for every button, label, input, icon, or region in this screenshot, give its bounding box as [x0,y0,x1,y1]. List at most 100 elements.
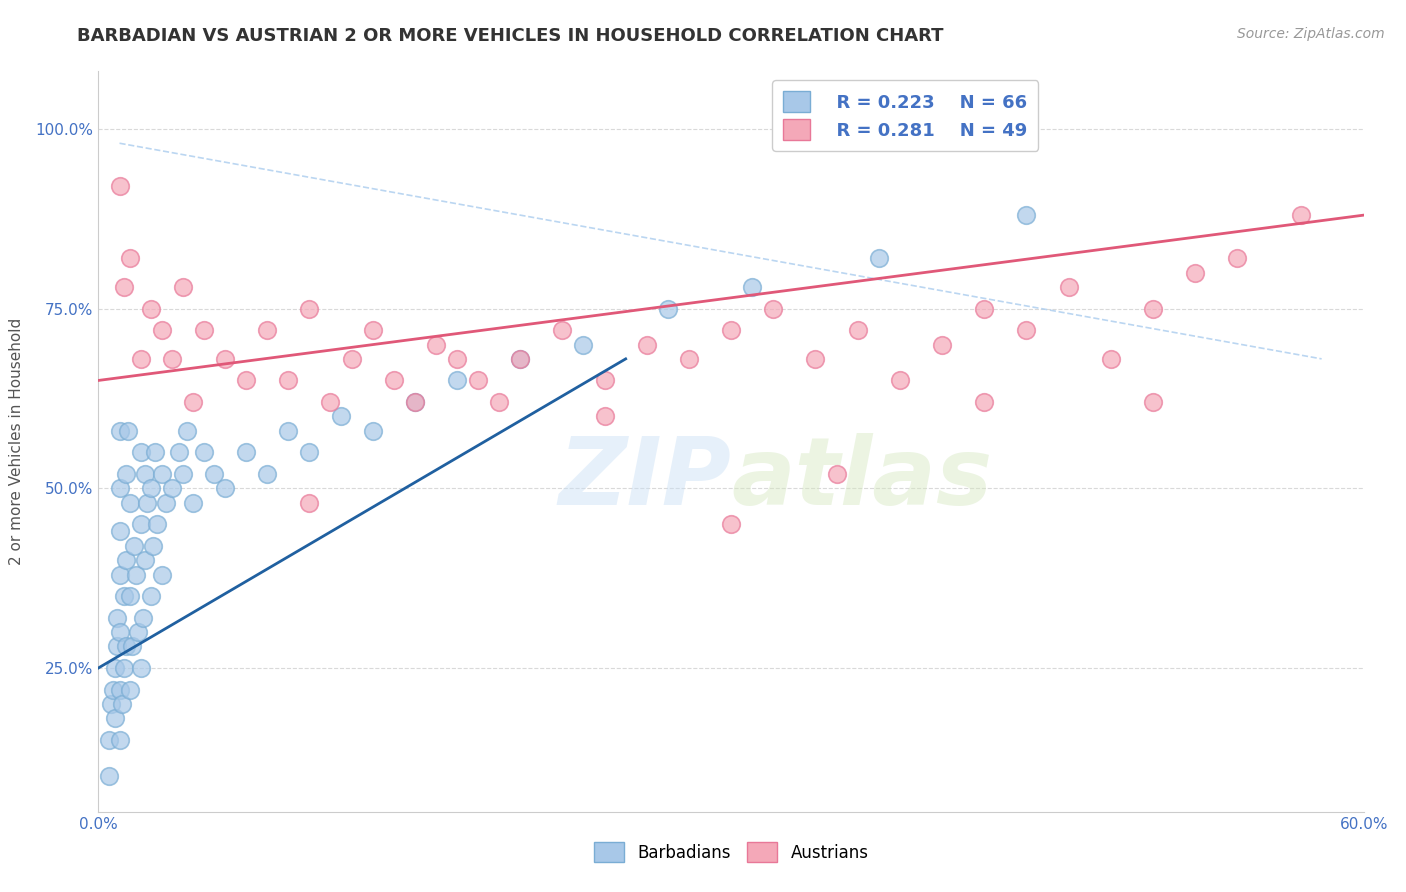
Point [120,495,141,509]
Point [361,424,384,438]
Point [1057,280,1080,294]
Point [298,495,321,509]
Point [382,374,405,388]
Point [973,301,995,316]
Point [1142,395,1164,409]
Point [103,682,125,697]
Point [825,467,848,481]
Point [108,424,131,438]
Point [636,337,658,351]
Point [214,351,236,366]
Point [107,610,129,624]
Point [1142,301,1164,316]
Point [112,280,135,294]
Point [193,445,215,459]
Point [340,351,363,366]
Point [425,337,447,351]
Point [98,769,121,783]
Legend: Barbadians, Austrians: Barbadians, Austrians [585,834,877,870]
Point [98,732,121,747]
Point [128,625,150,640]
Point [117,424,139,438]
Point [277,374,299,388]
Point [551,323,574,337]
Point [167,445,190,459]
Point [868,252,890,266]
Point [115,467,138,481]
Point [108,732,131,747]
Point [120,682,141,697]
Point [108,625,131,640]
Text: BARBADIAN VS AUSTRIAN 2 OR MORE VEHICLES IN HOUSEHOLD CORRELATION CHART: BARBADIAN VS AUSTRIAN 2 OR MORE VEHICLES… [77,27,943,45]
Point [111,697,132,711]
Point [1099,351,1122,366]
Point [361,323,384,337]
Point [183,495,205,509]
Point [235,445,257,459]
Point [509,351,531,366]
Point [1289,208,1312,222]
Point [762,301,785,316]
Point [720,517,742,532]
Point [330,409,353,424]
Point [1226,252,1249,266]
Point [124,539,146,553]
Text: ZIP: ZIP [558,433,731,524]
Point [112,661,135,675]
Point [678,351,700,366]
Point [108,567,131,582]
Point [298,301,321,316]
Point [973,395,995,409]
Point [145,445,166,459]
Point [214,481,236,495]
Point [256,467,278,481]
Point [404,395,426,409]
Point [100,697,122,711]
Point [134,467,156,481]
Point [235,374,257,388]
Point [176,424,198,438]
Point [162,351,183,366]
Point [115,640,138,654]
Text: Source: ZipAtlas.com: Source: ZipAtlas.com [1237,27,1385,41]
Point [142,539,165,553]
Point [657,301,679,316]
Point [141,589,163,603]
Point [129,517,152,532]
Point [146,517,169,532]
Point [277,424,299,438]
Point [404,395,426,409]
Point [125,567,148,582]
Point [121,640,143,654]
Point [129,445,152,459]
Point [509,351,531,366]
Point [172,467,194,481]
Point [129,661,152,675]
Point [107,640,129,654]
Point [183,395,205,409]
Point [256,323,278,337]
Point [298,445,321,459]
Point [204,467,226,481]
Point [112,589,135,603]
Point [446,351,468,366]
Point [150,323,173,337]
Point [741,280,763,294]
Point [120,589,141,603]
Point [162,481,183,495]
Point [889,374,911,388]
Point [488,395,510,409]
Point [141,301,163,316]
Point [115,553,138,567]
Point [155,495,177,509]
Point [134,553,156,567]
Point [467,374,489,388]
Point [804,351,827,366]
Point [446,374,468,388]
Point [108,179,131,194]
Text: atlas: atlas [731,433,993,524]
Point [108,682,131,697]
Point [150,467,173,481]
Point [931,337,953,351]
Point [104,711,127,725]
